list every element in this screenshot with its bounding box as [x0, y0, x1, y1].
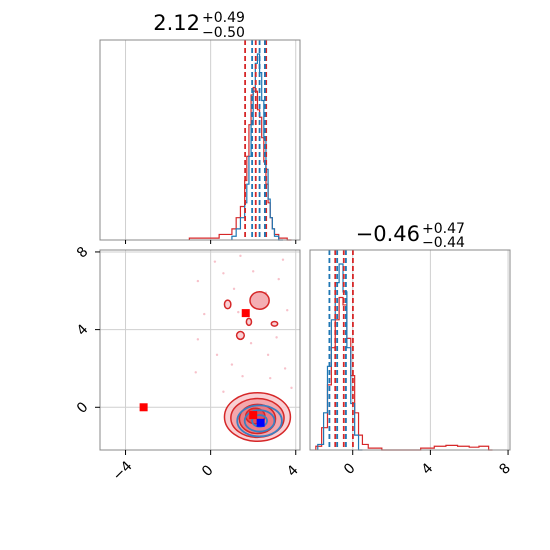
title-bottom-right: −0.46 +0.47 −0.44: [356, 221, 465, 251]
scatter-point: [283, 367, 287, 370]
contour-panel-bottom-left: −4 0 4 0 4 8: [74, 244, 302, 484]
truth-marker: [241, 309, 250, 318]
red-contour: [223, 299, 232, 310]
y-tick-label: 4: [74, 321, 92, 339]
red-contour: [245, 317, 253, 327]
histogram-series-1: [231, 53, 283, 241]
histogram-panel-top-left: [99, 39, 301, 244]
x-tick-label: 4: [419, 460, 437, 478]
scatter-point: [281, 258, 285, 261]
scatter-point: [213, 260, 217, 263]
truth-marker: [256, 418, 265, 427]
scatter-point: [239, 254, 242, 258]
histogram-series-1: [317, 263, 363, 451]
title-upper-error: +0.47: [422, 221, 465, 237]
y-tick-label: 8: [74, 244, 92, 262]
scatter-point: [196, 279, 200, 283]
title-top-left: 2.12 +0.49 −0.50: [153, 10, 245, 41]
x-tick-label: 4: [284, 462, 302, 480]
scatter-point: [194, 371, 197, 374]
red-contour: [249, 290, 270, 310]
scatter-point: [232, 287, 236, 291]
red-contour: [270, 320, 279, 327]
blue-contour: [236, 404, 283, 438]
scatter-point: [203, 312, 206, 316]
truth-marker: [139, 403, 148, 412]
scatter-point: [275, 336, 278, 339]
x-tick-label: 0: [199, 462, 217, 480]
scatter-point: [266, 353, 270, 357]
truth-marker: [249, 411, 258, 420]
scatter-point: [230, 363, 234, 366]
panel-frame: [99, 249, 301, 451]
scatter-point: [196, 338, 200, 341]
scatter-point: [215, 353, 219, 357]
scatter-point: [277, 277, 280, 281]
x-tick-label: 0: [341, 460, 359, 478]
title-lower-error: −0.44: [422, 235, 465, 251]
title-value: −0.46: [356, 222, 420, 246]
title-value: 2.12: [153, 11, 200, 35]
scatter-point: [286, 308, 289, 312]
histogram-panel-bottom-right: 0 4 8: [309, 249, 514, 478]
scatter-point: [251, 270, 255, 273]
x-tick-label: 8: [496, 460, 514, 478]
scatter-point: [237, 310, 240, 314]
scatter-point: [290, 386, 293, 390]
x-tick-label: −4: [110, 458, 136, 484]
scatter-point: [249, 342, 253, 345]
panel-frame: [309, 249, 511, 451]
title-lower-error: −0.50: [202, 25, 245, 41]
histogram-series-0: [315, 296, 493, 451]
scatter-point: [241, 375, 244, 378]
panel-frame: [99, 39, 301, 241]
y-tick-label: 0: [74, 399, 92, 417]
scatter-point: [222, 272, 225, 275]
scatter-point: [269, 376, 272, 380]
red-contour: [235, 330, 246, 341]
scatter-point: [222, 390, 225, 393]
title-upper-error: +0.49: [202, 10, 245, 26]
blue-contour: [243, 409, 276, 433]
